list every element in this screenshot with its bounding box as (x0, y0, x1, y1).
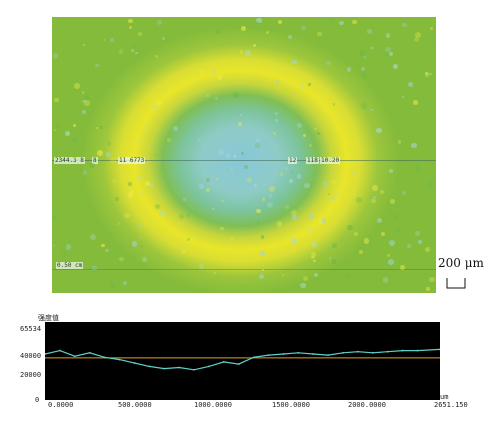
data-point (73, 355, 76, 358)
data-point (282, 353, 285, 355)
map-marker-left-2: 8 (92, 157, 98, 164)
data-point (312, 353, 315, 355)
map-marker-right-2: 118 (306, 157, 319, 164)
data-point (297, 351, 300, 354)
data-point (386, 350, 389, 353)
data-point (133, 362, 136, 364)
data-point (416, 349, 419, 352)
map-marker-left-3: 11 6773 (118, 157, 146, 164)
x-unit-label: um (440, 393, 449, 401)
data-point (222, 360, 225, 363)
x-tick-label: 2651.150 (434, 401, 468, 409)
data-point (207, 365, 210, 368)
data-point (401, 349, 404, 352)
data-point (371, 351, 374, 354)
data-point (252, 356, 255, 359)
y-tick-label: 40000 (20, 352, 42, 360)
x-tick-label: 1500.0000 (272, 401, 310, 409)
map-lower-line (52, 269, 436, 270)
map-lower-label: 0.50 cm (56, 262, 84, 269)
data-point (103, 356, 106, 359)
y-tick-label: 65534 (20, 325, 42, 333)
data-point (342, 351, 344, 354)
y-tick-label: 0 (35, 396, 40, 404)
scale-bar-label: 200 μm (438, 256, 484, 270)
data-point (439, 348, 440, 351)
data-point (267, 354, 270, 356)
series-intensity-line (45, 348, 440, 371)
map-marker-right-3: 10.20 (320, 157, 341, 164)
data-point (88, 351, 91, 354)
profile-title: 强度值 (38, 314, 59, 322)
map-profile-line (52, 160, 436, 161)
y-tick-label: 20000 (20, 371, 42, 379)
x-tick-label: 0.0000 (48, 401, 74, 409)
scale-bar: 200 μm (436, 254, 496, 294)
x-tick-label: 1000.0000 (194, 401, 232, 409)
data-point (327, 354, 329, 356)
data-point (193, 368, 195, 371)
data-point (163, 367, 166, 370)
intensity-map: 2344.3 8 8 11 6773 12 118 10.20 0.50 cm (52, 17, 436, 293)
data-point (356, 350, 359, 353)
x-tick-label: 500.0000 (118, 401, 152, 409)
data-point (237, 363, 240, 366)
x-tick-label: 2000.0000 (348, 401, 386, 409)
map-marker-right-1: 12 (288, 157, 298, 164)
data-point (178, 366, 180, 369)
data-point (118, 358, 121, 361)
data-point (45, 353, 46, 355)
intensity-profile-panel: 强度值 65534 40000 20000 0 0.0000 500.0000 … (4, 313, 496, 413)
data-point (148, 365, 151, 368)
profile-plot-area (45, 322, 440, 400)
map-marker-left-1: 2344.3 8 (54, 157, 85, 164)
data-point (58, 349, 61, 352)
